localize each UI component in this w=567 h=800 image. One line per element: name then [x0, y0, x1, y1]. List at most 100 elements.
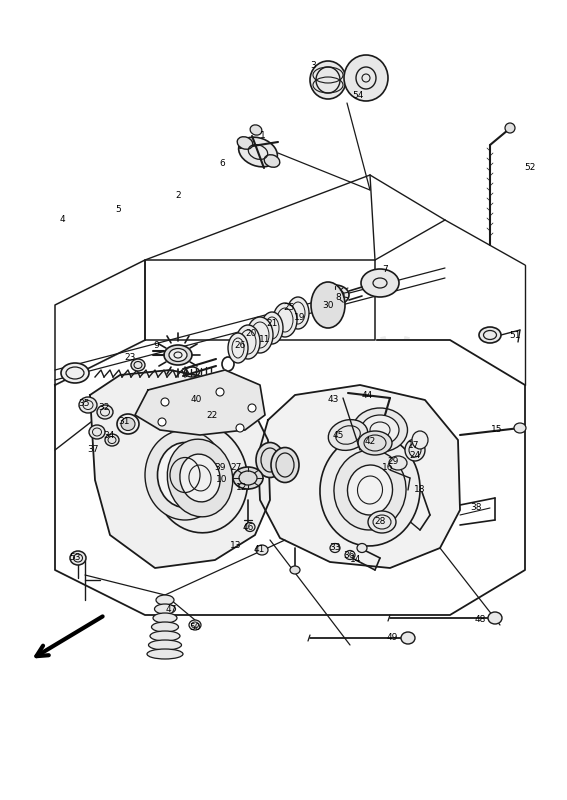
Text: 25: 25 — [284, 303, 295, 313]
Text: 32: 32 — [98, 403, 109, 413]
Ellipse shape — [154, 604, 176, 614]
Ellipse shape — [158, 418, 166, 426]
Ellipse shape — [310, 61, 346, 99]
Ellipse shape — [239, 137, 277, 167]
Text: 4: 4 — [59, 215, 65, 225]
Text: 3: 3 — [310, 61, 316, 70]
Ellipse shape — [250, 125, 262, 135]
Ellipse shape — [151, 622, 179, 632]
Ellipse shape — [370, 365, 420, 415]
Text: 41: 41 — [253, 546, 265, 554]
Ellipse shape — [353, 408, 408, 452]
Text: 7: 7 — [382, 266, 388, 274]
Text: 19: 19 — [294, 314, 306, 322]
Text: 40: 40 — [191, 395, 202, 405]
Ellipse shape — [153, 423, 248, 533]
Text: 45: 45 — [332, 430, 344, 439]
Ellipse shape — [488, 612, 502, 624]
Ellipse shape — [131, 359, 145, 371]
Ellipse shape — [344, 55, 388, 101]
Text: Parts: Parts — [163, 461, 277, 499]
Text: 29: 29 — [387, 458, 399, 466]
Text: 14: 14 — [350, 555, 362, 565]
Text: 48: 48 — [475, 615, 486, 625]
Ellipse shape — [261, 312, 283, 344]
Text: 9: 9 — [153, 341, 159, 350]
Text: 43: 43 — [327, 395, 338, 405]
Text: 13: 13 — [230, 541, 242, 550]
Ellipse shape — [169, 349, 187, 362]
Polygon shape — [135, 370, 265, 435]
Text: 23: 23 — [124, 354, 136, 362]
Text: 42: 42 — [365, 438, 375, 446]
Text: 18: 18 — [414, 486, 426, 494]
Ellipse shape — [105, 434, 119, 446]
Ellipse shape — [361, 415, 399, 445]
Ellipse shape — [233, 467, 263, 489]
Text: 38: 38 — [470, 503, 482, 513]
Ellipse shape — [245, 522, 255, 531]
Text: 21: 21 — [266, 318, 278, 327]
Ellipse shape — [167, 439, 232, 517]
Ellipse shape — [153, 613, 177, 623]
Text: 1: 1 — [260, 130, 266, 139]
Ellipse shape — [145, 430, 225, 520]
Text: 51: 51 — [509, 330, 521, 339]
Ellipse shape — [334, 450, 406, 530]
Text: 12: 12 — [236, 482, 248, 491]
Ellipse shape — [121, 418, 135, 430]
Text: republik: republik — [170, 501, 351, 539]
Ellipse shape — [256, 442, 284, 478]
Ellipse shape — [514, 423, 526, 433]
Text: 44: 44 — [361, 390, 373, 399]
Ellipse shape — [189, 620, 201, 630]
Text: 10: 10 — [216, 475, 228, 485]
Ellipse shape — [349, 60, 383, 96]
Text: 37: 37 — [87, 446, 99, 454]
Text: 26: 26 — [234, 341, 246, 350]
Ellipse shape — [247, 317, 273, 353]
Text: 34: 34 — [103, 430, 115, 439]
Ellipse shape — [273, 303, 297, 337]
Text: 47: 47 — [166, 606, 177, 614]
Ellipse shape — [264, 154, 280, 167]
Ellipse shape — [287, 297, 309, 329]
Ellipse shape — [401, 632, 415, 644]
Ellipse shape — [150, 631, 180, 641]
Ellipse shape — [161, 398, 169, 406]
Ellipse shape — [311, 282, 345, 328]
Ellipse shape — [320, 434, 420, 546]
Text: 17: 17 — [408, 441, 420, 450]
Ellipse shape — [237, 137, 253, 150]
Ellipse shape — [256, 545, 268, 555]
Text: 27: 27 — [230, 463, 242, 473]
Polygon shape — [90, 370, 270, 568]
Polygon shape — [55, 260, 145, 385]
Polygon shape — [258, 385, 460, 568]
Ellipse shape — [149, 640, 181, 650]
Text: 5: 5 — [115, 206, 121, 214]
Ellipse shape — [357, 543, 367, 553]
Text: 33: 33 — [329, 543, 341, 553]
Ellipse shape — [180, 454, 220, 502]
Text: 53: 53 — [69, 554, 81, 562]
Ellipse shape — [405, 439, 425, 461]
Ellipse shape — [70, 551, 86, 565]
Text: 8: 8 — [335, 294, 341, 302]
Ellipse shape — [330, 543, 340, 553]
Ellipse shape — [366, 273, 394, 293]
Text: 50: 50 — [189, 623, 201, 633]
Ellipse shape — [290, 566, 300, 574]
Ellipse shape — [216, 388, 224, 396]
Text: 46: 46 — [242, 522, 253, 531]
Text: 11: 11 — [259, 335, 271, 345]
Ellipse shape — [316, 288, 340, 322]
Ellipse shape — [358, 431, 392, 455]
Ellipse shape — [505, 123, 515, 133]
Ellipse shape — [328, 420, 368, 450]
Text: 49: 49 — [386, 634, 397, 642]
Ellipse shape — [89, 425, 105, 439]
Text: 36: 36 — [343, 550, 355, 559]
Ellipse shape — [147, 649, 183, 659]
Ellipse shape — [248, 404, 256, 412]
